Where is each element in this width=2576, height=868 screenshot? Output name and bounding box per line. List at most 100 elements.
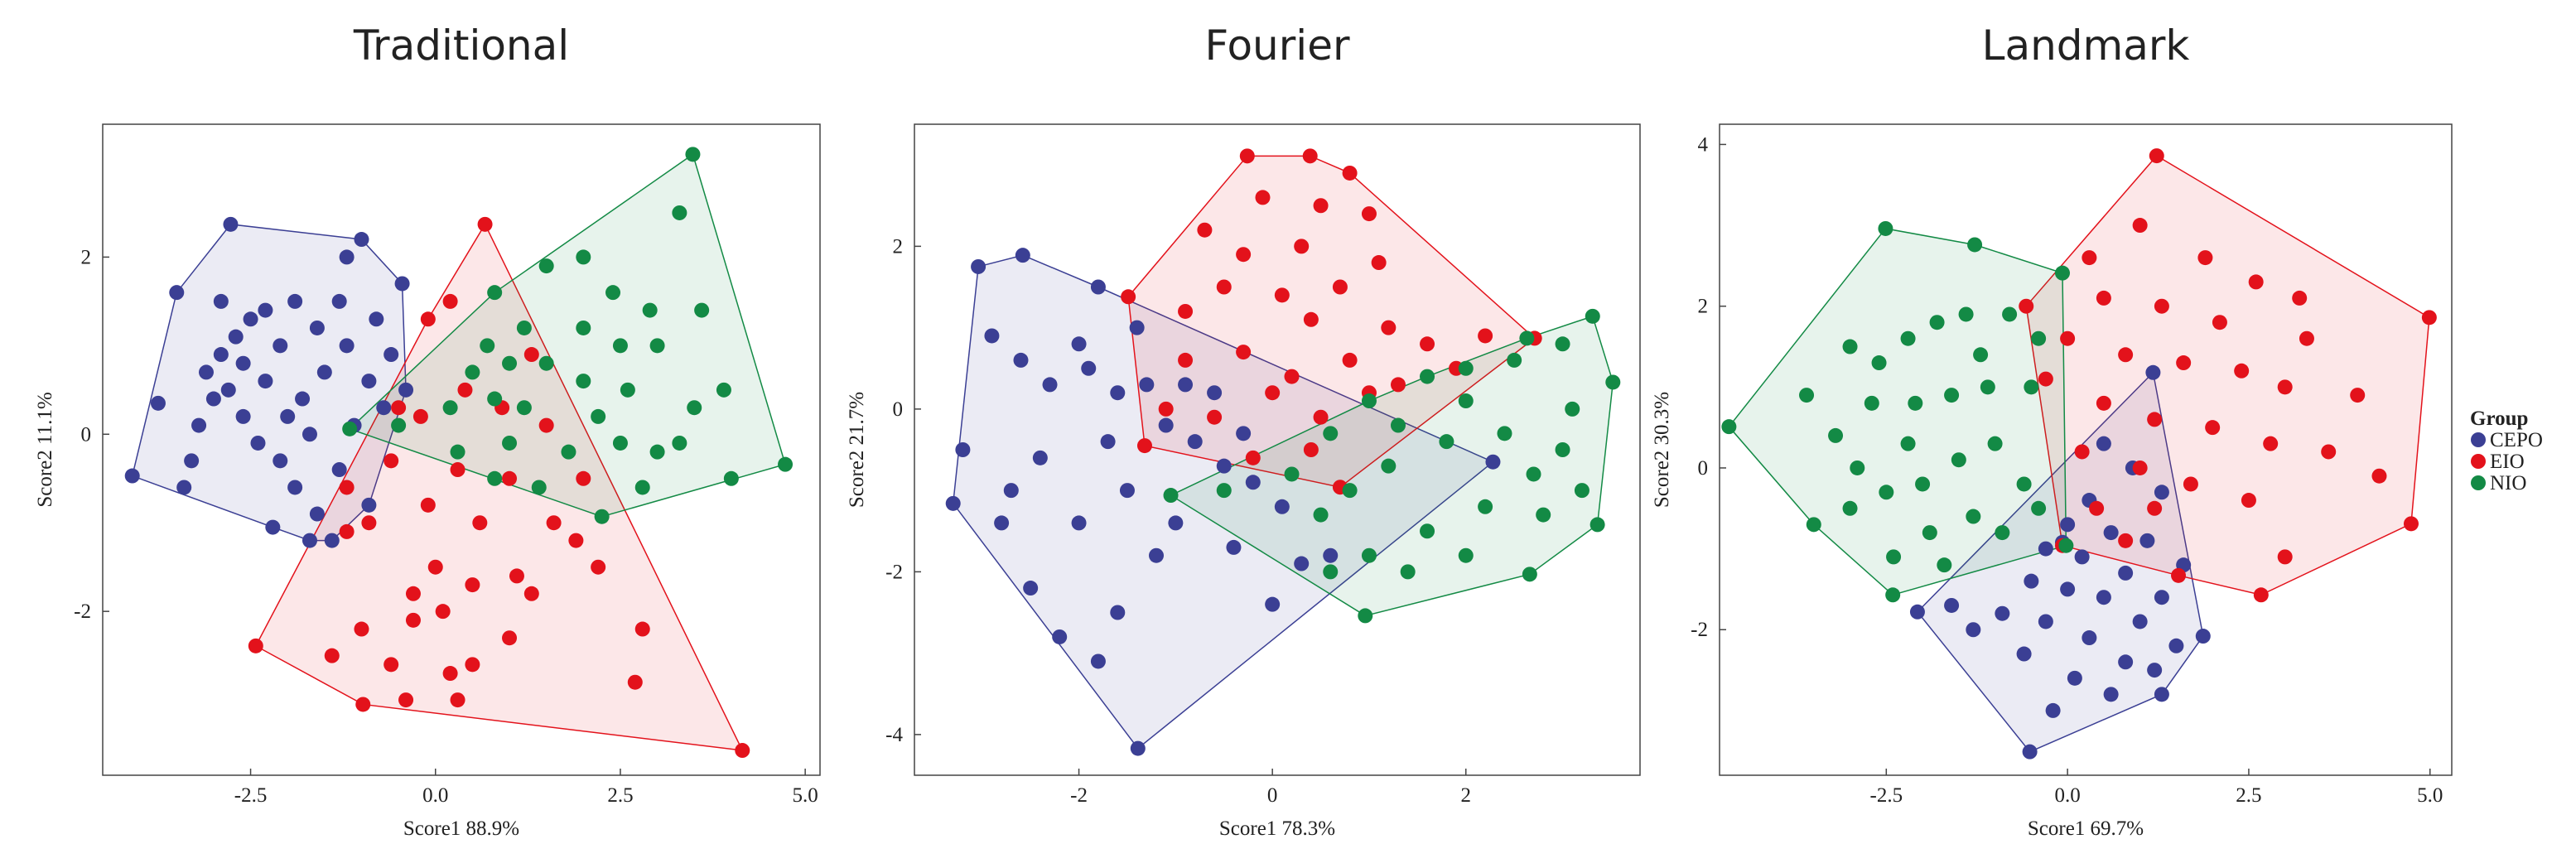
y-axis-label: Score2 11.1% bbox=[34, 392, 56, 507]
data-point bbox=[405, 586, 421, 601]
group-hull bbox=[254, 223, 744, 751]
data-point bbox=[1284, 369, 1300, 384]
legend-swatch bbox=[2471, 432, 2486, 447]
data-point bbox=[1967, 237, 1983, 253]
data-point bbox=[1090, 653, 1106, 669]
data-point bbox=[1323, 547, 1339, 563]
x-tick-label: -2.5 bbox=[1870, 784, 1903, 807]
data-point bbox=[223, 216, 239, 232]
data-point bbox=[1828, 427, 1844, 443]
data-point bbox=[1555, 442, 1570, 457]
x-axis-label: Score1 78.3% bbox=[1219, 817, 1335, 840]
data-point bbox=[576, 470, 591, 486]
data-point bbox=[465, 364, 480, 380]
data-point bbox=[273, 338, 288, 354]
data-point bbox=[1721, 419, 1737, 435]
data-point bbox=[1129, 320, 1145, 335]
data-point bbox=[287, 480, 303, 495]
y-tick-label: 0 bbox=[893, 398, 904, 421]
data-point bbox=[301, 533, 317, 548]
data-point bbox=[2096, 395, 2111, 411]
data-point bbox=[1245, 450, 1261, 465]
data-point bbox=[1864, 395, 1879, 411]
panel: Fourier -2 0 2 -4 -2 0 2 Score1 78.3% Score2 21.7… bbox=[846, 22, 1641, 840]
x-tick-label: 5.0 bbox=[793, 784, 818, 807]
data-point bbox=[235, 408, 251, 424]
data-point bbox=[1400, 564, 1416, 580]
data-point bbox=[694, 302, 710, 318]
data-point bbox=[2145, 364, 2161, 380]
data-point bbox=[1216, 483, 1232, 499]
data-point bbox=[1381, 458, 1397, 474]
data-point bbox=[2118, 565, 2134, 581]
data-point bbox=[2183, 476, 2198, 492]
group-hull bbox=[348, 153, 786, 518]
data-point bbox=[2045, 702, 2061, 718]
data-point bbox=[339, 249, 355, 265]
data-point bbox=[220, 382, 236, 398]
data-point bbox=[576, 249, 591, 265]
data-point bbox=[1110, 605, 1126, 620]
data-point bbox=[339, 523, 355, 539]
data-point bbox=[2154, 590, 2169, 605]
legend-label: NIO bbox=[2490, 472, 2526, 494]
data-point bbox=[1178, 377, 1194, 393]
data-point bbox=[716, 382, 731, 398]
data-point bbox=[2241, 493, 2256, 509]
data-point bbox=[1013, 352, 1029, 368]
x-axis-label: Score1 88.9% bbox=[403, 817, 519, 840]
data-point bbox=[2132, 460, 2148, 475]
data-point bbox=[1842, 339, 1858, 354]
data-point bbox=[412, 408, 428, 424]
data-point bbox=[465, 657, 480, 673]
data-point bbox=[398, 692, 414, 708]
data-point bbox=[1391, 377, 1406, 393]
data-point bbox=[398, 382, 414, 398]
plot-frame bbox=[102, 123, 821, 776]
data-point bbox=[955, 442, 971, 457]
data-point bbox=[2060, 517, 2076, 533]
data-point bbox=[405, 612, 421, 628]
data-point bbox=[1071, 336, 1087, 352]
data-point bbox=[2016, 646, 2032, 662]
y-axis-label: Score2 21.7% bbox=[846, 392, 868, 508]
x-tick-label: -2.5 bbox=[234, 784, 268, 807]
data-point bbox=[309, 320, 325, 335]
data-point bbox=[1265, 385, 1281, 401]
y-tick-label: 4 bbox=[1698, 133, 1709, 156]
data-point bbox=[2195, 629, 2211, 644]
data-point bbox=[576, 320, 591, 335]
data-point bbox=[384, 657, 399, 673]
data-point bbox=[1197, 222, 1213, 238]
data-point bbox=[971, 258, 987, 274]
data-point bbox=[1439, 434, 1454, 450]
data-point bbox=[1216, 458, 1232, 474]
data-point bbox=[984, 328, 1000, 344]
data-point bbox=[331, 293, 347, 309]
x-tick-label: 0.0 bbox=[2054, 784, 2080, 807]
y-axis-label: Score2 30.3% bbox=[1651, 392, 1673, 508]
data-point bbox=[1136, 438, 1152, 454]
data-point bbox=[124, 468, 140, 484]
data-point bbox=[1565, 401, 1580, 417]
data-point bbox=[2022, 744, 2038, 760]
data-point bbox=[391, 400, 407, 416]
data-point bbox=[2038, 371, 2053, 387]
y-tick-label: 2 bbox=[81, 246, 92, 268]
data-point bbox=[1121, 289, 1136, 305]
data-point bbox=[1371, 255, 1387, 271]
data-point bbox=[331, 462, 347, 478]
data-point bbox=[538, 417, 554, 433]
data-point bbox=[523, 347, 539, 363]
data-point bbox=[1361, 206, 1377, 222]
data-point bbox=[2171, 567, 2187, 583]
y-tick-label: -2 bbox=[885, 561, 903, 583]
data-point bbox=[1168, 515, 1184, 531]
data-point bbox=[1313, 507, 1329, 523]
data-point bbox=[427, 559, 443, 575]
data-point bbox=[1995, 605, 2010, 621]
data-point bbox=[2299, 330, 2314, 346]
data-point bbox=[2019, 298, 2034, 314]
data-point bbox=[1842, 500, 1858, 516]
data-point bbox=[1420, 336, 1435, 352]
